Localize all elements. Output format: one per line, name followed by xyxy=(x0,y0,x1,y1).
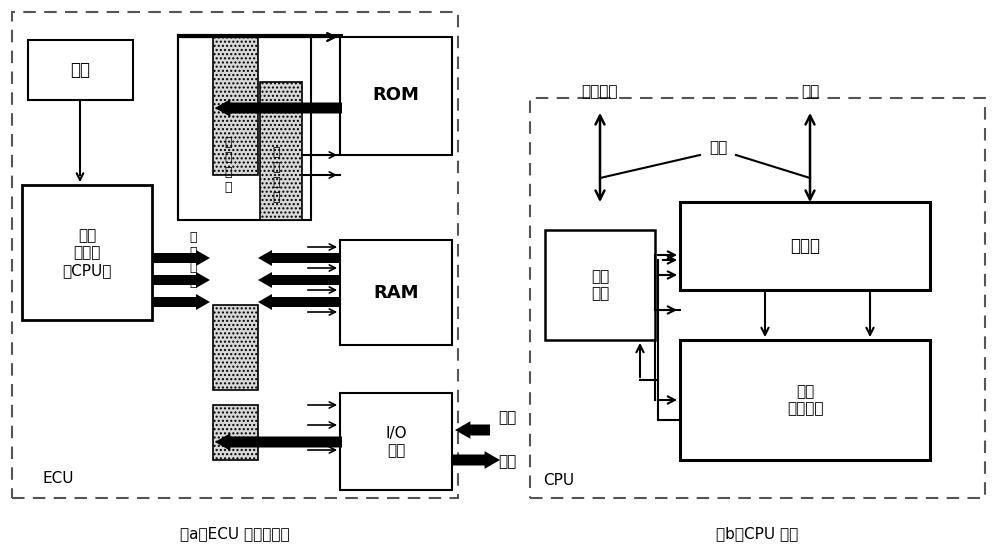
Bar xyxy=(28,40,133,100)
Bar xyxy=(545,230,655,340)
Text: 控
制
总
线: 控 制 总 线 xyxy=(272,146,280,204)
Bar xyxy=(213,305,258,390)
Polygon shape xyxy=(215,433,342,451)
Bar xyxy=(213,405,258,460)
Text: 时钟: 时钟 xyxy=(70,61,90,79)
Bar xyxy=(340,240,452,345)
Text: 控制信号: 控制信号 xyxy=(582,84,618,99)
Text: 输出: 输出 xyxy=(498,454,516,470)
Text: 总线: 总线 xyxy=(709,141,727,156)
Bar xyxy=(340,393,452,490)
Text: 地
址
总
线: 地 址 总 线 xyxy=(189,231,197,289)
Bar xyxy=(530,98,985,498)
Text: 数
据
总
线: 数 据 总 线 xyxy=(224,136,232,194)
Text: 控制
部分: 控制 部分 xyxy=(591,269,609,301)
Text: 数据: 数据 xyxy=(801,84,819,99)
Bar xyxy=(340,37,452,155)
Bar xyxy=(260,82,302,220)
Bar xyxy=(22,185,152,320)
Text: RAM: RAM xyxy=(373,284,419,302)
Bar xyxy=(680,202,930,290)
Text: ECU: ECU xyxy=(42,471,74,486)
Text: 算术
逻辑单元: 算术 逻辑单元 xyxy=(787,384,823,416)
Bar xyxy=(680,340,930,460)
Polygon shape xyxy=(152,250,210,266)
Polygon shape xyxy=(152,294,210,310)
Polygon shape xyxy=(258,250,340,266)
Text: CPU: CPU xyxy=(543,473,574,488)
Bar xyxy=(12,12,458,498)
Polygon shape xyxy=(258,294,340,310)
Text: ROM: ROM xyxy=(373,86,419,104)
Polygon shape xyxy=(452,451,500,469)
Polygon shape xyxy=(455,421,490,439)
Text: 输入: 输入 xyxy=(498,411,516,426)
Text: （b）CPU 组成: （b）CPU 组成 xyxy=(716,527,798,542)
Text: I/O
单元: I/O 单元 xyxy=(385,426,407,458)
Bar xyxy=(213,35,258,175)
Text: （a）ECU 的基本组成: （a）ECU 的基本组成 xyxy=(180,527,290,542)
Bar xyxy=(178,35,311,220)
Polygon shape xyxy=(258,272,340,288)
Text: 中央
处理器
（CPU）: 中央 处理器 （CPU） xyxy=(62,228,112,278)
Polygon shape xyxy=(152,272,210,288)
Text: 寄存器: 寄存器 xyxy=(790,237,820,255)
Polygon shape xyxy=(215,99,342,117)
